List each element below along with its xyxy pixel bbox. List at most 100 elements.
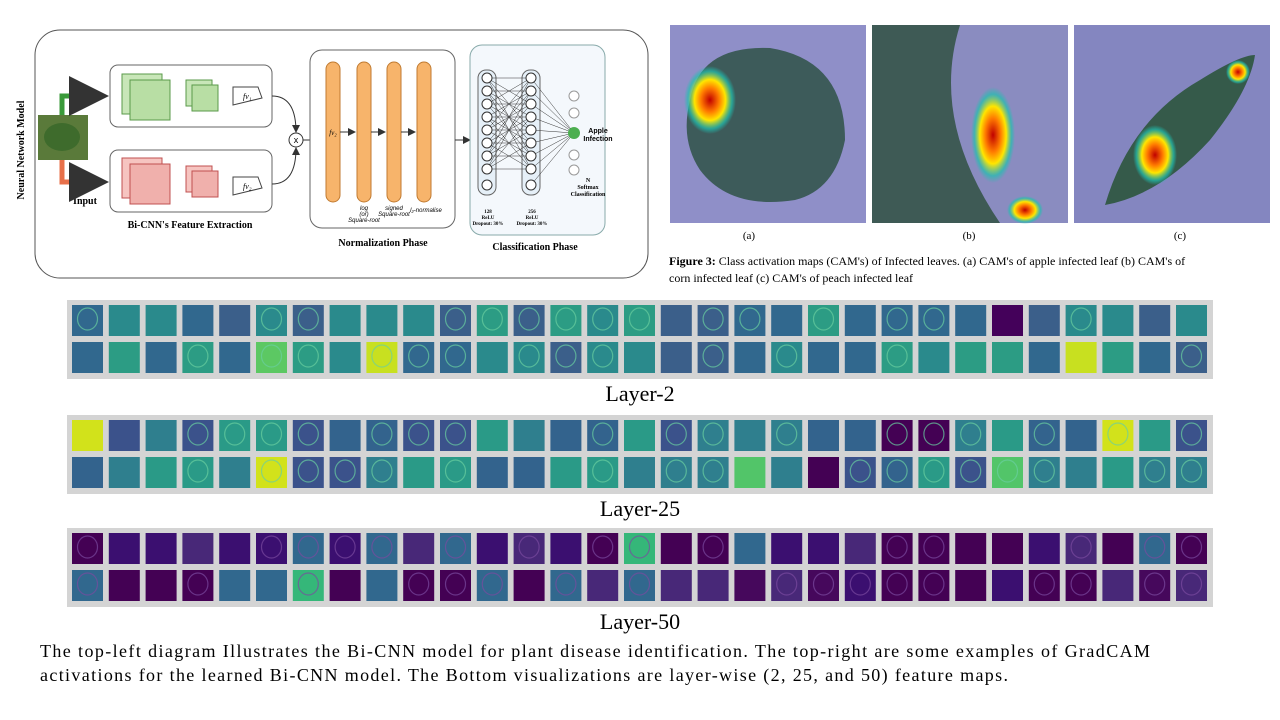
feature-map [403,457,435,488]
feature-map [881,420,913,451]
feature-map [1139,420,1171,451]
leaf-pattern [776,572,798,596]
leaf-pattern [297,459,319,483]
feature-map [808,420,839,451]
cnn-b [121,157,263,205]
connector [271,147,300,185]
feature-map-strip: Layer-25 [67,415,1213,521]
feature-map [182,457,214,488]
feature-map [550,305,582,336]
node [481,72,493,84]
cam-figure: (a) (b) (c) Figure 3: Class activation m… [669,25,1270,285]
leaf-pattern [1070,307,1092,331]
node [481,111,493,123]
feature-map [918,533,950,564]
feature-map [366,457,398,488]
feature-map [219,457,251,488]
feature-map [881,570,913,601]
leaf-pattern [960,459,982,483]
edge [486,77,532,105]
leaf-pattern [297,422,319,446]
leaf-pattern [1033,572,1055,596]
leaf-pattern [923,422,945,446]
panel-label: (c) [1174,230,1187,242]
node [525,150,537,162]
feature-map [881,457,913,488]
feature-map [182,305,214,336]
leaf-pattern [886,344,908,368]
feature-map [72,342,103,373]
feature-map [550,342,582,373]
feature-map [1028,305,1060,336]
feature-map [403,342,435,373]
edge [530,132,575,186]
feature-map [771,342,803,373]
feature-map [624,305,655,336]
leaf-pattern [702,307,724,331]
node [481,85,493,97]
feature-map [440,305,471,336]
feature-map [660,420,692,451]
leaf-pattern [334,459,356,483]
feature-map [256,420,287,451]
feature-map [182,342,214,373]
norm-bar [386,61,402,203]
leaf-pattern [702,422,724,446]
feature-map [329,457,361,488]
feature-map [844,420,876,451]
node [525,179,537,191]
feature-map [1028,420,1060,451]
norm-step: log (or) Square-root [348,206,380,224]
feature-map [734,420,766,451]
feature-map [1065,305,1097,336]
feature-map [660,305,692,336]
feature-map [513,533,545,564]
feature-map [440,457,471,488]
feature-map [1102,457,1134,488]
feature-map [918,305,950,336]
node [525,163,537,175]
feature-map [292,457,324,488]
feature-map [329,533,361,564]
feature-map [440,342,471,373]
feature-map [734,342,766,373]
leaf-pattern [886,572,908,596]
edge [486,77,532,131]
feature-map [1065,420,1097,451]
feature-map [219,570,251,601]
feature-map [182,420,214,451]
feature-map [182,533,214,564]
feature-map [697,570,729,601]
heatmap [1133,125,1177,185]
leaf-pattern [592,459,614,483]
feature-map [72,457,103,488]
feature-map [219,533,251,564]
feature-map [697,305,729,336]
node [525,111,537,123]
leaf-pattern [371,422,393,446]
feature-map [771,305,803,336]
feature-map [403,570,435,601]
leaf-pattern [1180,572,1203,596]
feature-map [771,420,803,451]
node [481,179,493,191]
feature-map [476,420,508,451]
leaf [872,25,1000,223]
leaf-pattern [297,572,319,596]
edge [530,90,575,134]
leaf-pattern [886,459,908,483]
feature-map [955,420,987,451]
feature-map [587,305,619,336]
feature-map [219,420,251,451]
feature-map [808,457,839,488]
feature-map [587,420,619,451]
leaf-pattern [260,307,283,331]
feature-map [734,457,766,488]
feature-map [844,533,876,564]
leaf-pattern [444,307,467,331]
leaf-pattern [518,307,540,331]
leaf-pattern [628,535,651,559]
feature-map [992,420,1023,451]
feature-map [1139,533,1171,564]
feature-map [992,570,1023,601]
